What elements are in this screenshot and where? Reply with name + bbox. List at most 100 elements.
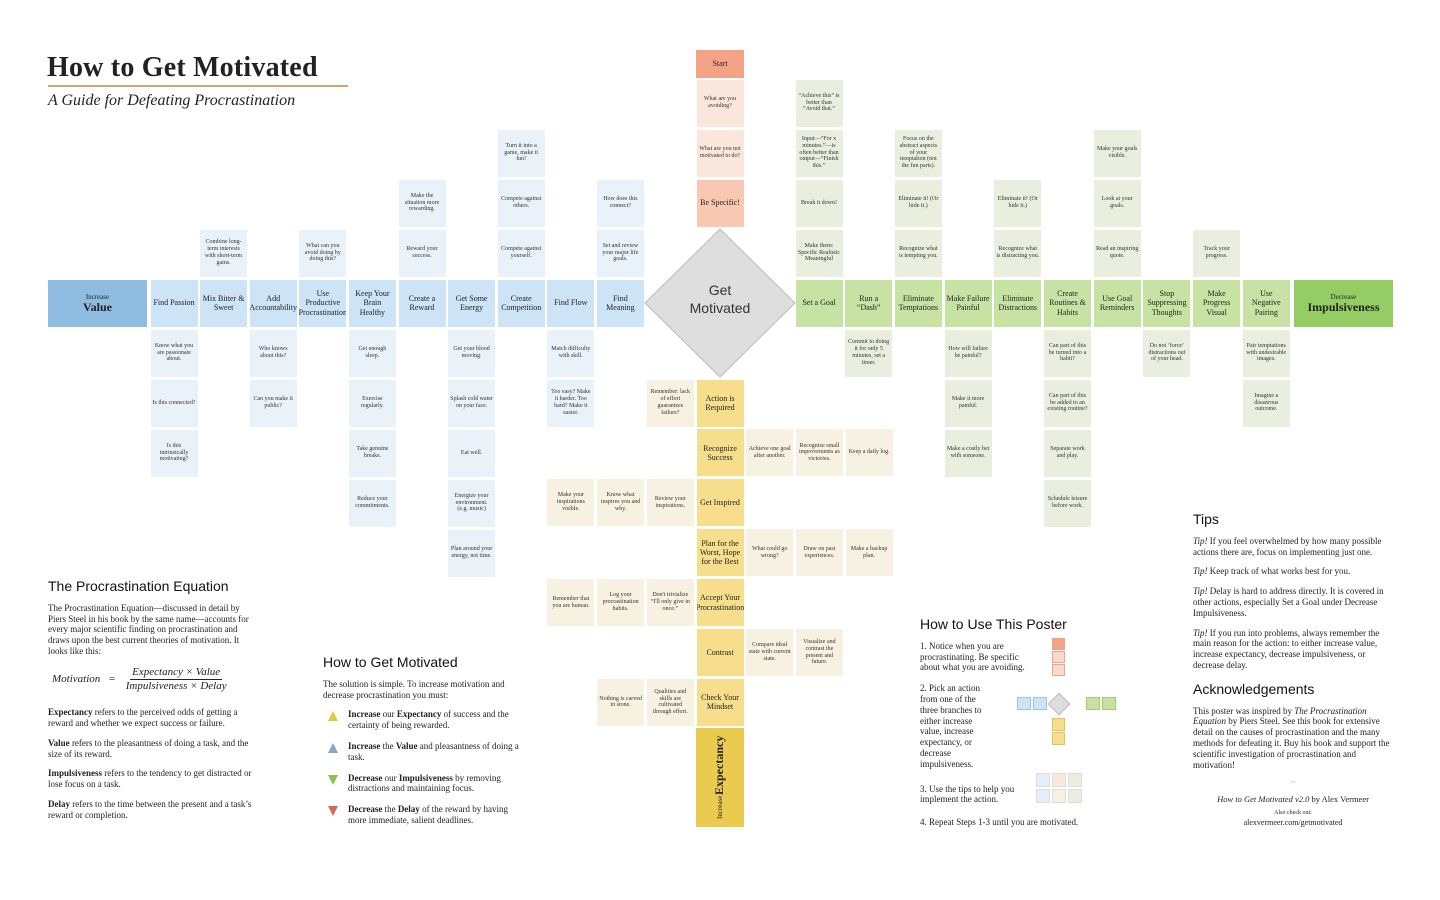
tip-tile: Get enough sleep.	[348, 329, 396, 377]
tip-tile: Turn it into a game, make it fun!	[497, 129, 545, 177]
action-tile: Accept Your Procrastination	[696, 579, 744, 627]
action-tile: Create Routines & Habits	[1044, 279, 1091, 327]
usage-icon	[1036, 789, 1050, 803]
solution-item: Decrease the Delay of the reward by havi…	[323, 804, 523, 826]
action-tile: Mix Bitter & Sweet	[200, 279, 248, 327]
tips-panel: Tips Tip! If you feel overwhelmed by how…	[1193, 511, 1393, 827]
value-branch-tile: Increase Value	[48, 280, 147, 327]
action-tile: Use Negative Pairing	[1242, 279, 1290, 327]
usage-icon	[1052, 732, 1065, 745]
tip-label: Tip!	[1193, 627, 1208, 638]
credit-by: by Alex Vermeer	[1311, 794, 1369, 805]
tip-tile: Commit to doing it for only 5 minutes, s…	[845, 329, 893, 377]
center-label: Get Motivated	[690, 282, 751, 316]
usage-icon	[1102, 697, 1116, 710]
solution-rest: and pleasantness of doing a task.	[348, 740, 519, 762]
tip-tile: Imagine a disastrous outcome.	[1242, 379, 1290, 427]
tip-tile: Can you make it public?	[249, 379, 297, 427]
usage-icon	[1017, 697, 1031, 710]
ack-text: This poster was inspired by The Procrast…	[1193, 706, 1393, 771]
usage-icon	[1052, 664, 1065, 676]
center-word: Get	[709, 282, 732, 298]
solution-title: How to Get Motivated	[323, 654, 458, 670]
solution-term: Expectancy	[396, 709, 442, 720]
tip-label: Tip!	[1193, 566, 1208, 577]
url: alexvermeer.com/getmotivated	[1243, 817, 1343, 827]
action-tile: Find Flow	[547, 279, 595, 327]
definition-term: Delay	[48, 798, 70, 809]
tip-tile: Make your goals visible.	[1093, 129, 1141, 177]
tip-tile: Reward your success.	[398, 229, 446, 277]
tip-tile: Is this intrinsically motivating?	[150, 429, 198, 477]
tip-tile: Schedule leisure before work.	[1044, 479, 1091, 527]
tip-tile: Make it more painful.	[944, 379, 992, 427]
tip-tile: Plan around your energy, not time.	[448, 529, 496, 577]
tip-tile: Break it down!	[795, 179, 843, 227]
ack-before: This poster was inspired by	[1193, 705, 1292, 716]
tip-tile: Recognize what is distracting you.	[994, 229, 1042, 277]
branch-label: Value	[83, 299, 112, 314]
tip-tile: Who knows about this?	[249, 329, 297, 377]
tip-tile: Focus on the abstract aspects of your te…	[894, 129, 942, 177]
center-word: Motivated	[690, 300, 751, 316]
usage-steps: 1. Notice when you are procrastinating. …	[920, 641, 1120, 828]
solution-rest: of success and the certainty of being re…	[348, 709, 509, 731]
tip-tile: Recognize what is tempting you.	[894, 229, 942, 277]
usage-title: How to Use This Poster	[920, 616, 1067, 632]
start-step: Be Specific!	[696, 179, 744, 227]
tip-tile: Make them: Specific Realistic Meaningful	[795, 229, 843, 277]
title-rule	[48, 85, 348, 87]
solution-item: Increase the Value and pleasantness of d…	[323, 741, 523, 763]
action-tile: Use Productive Procrastination	[299, 279, 347, 327]
tip-tile: Know what inspires you and why.	[597, 479, 645, 527]
definition: Impulsiveness refers to the tendency to …	[48, 768, 253, 790]
tip-tile: Make a costly bet with someone.	[944, 429, 992, 477]
tip-tile: Input—“For x minutes.”—is often better t…	[795, 129, 843, 177]
solution-text: Increase our Expectancy of success and t…	[348, 709, 523, 731]
action-tile: Find Meaning	[596, 279, 644, 327]
action-tile: Create a Reward	[398, 279, 446, 327]
action-tile: Set a Goal	[795, 279, 843, 327]
tip-tile: Can part of this be turned into a habit?	[1044, 329, 1091, 377]
tips-title: Tips	[1193, 511, 1219, 527]
start-question: What are you avoiding?	[696, 79, 744, 127]
start-question: What are you not motivated to do?	[696, 129, 744, 177]
solution-text: Decrease our Impulsiveness by removing d…	[348, 773, 523, 795]
tip-tile: Log your procrastination habits.	[597, 579, 645, 627]
tip-tile: Look at your goals.	[1093, 179, 1141, 227]
tip: Tip! Delay is hard to address directly. …	[1193, 586, 1393, 618]
equation: Motivation = Expectancy × Value Impulsiv…	[52, 666, 253, 693]
expectancy-branch-tile: Increase Expectancy	[696, 728, 744, 827]
tip-tile: Compete against yourself.	[497, 229, 545, 277]
definition: Value refers to the pleasantness of doin…	[48, 738, 253, 760]
tip-tile: Take genuine breaks.	[348, 429, 396, 477]
tip-tile: Don't trivialize “I'll only give in once…	[646, 579, 694, 627]
ack-title: Acknowledgements	[1193, 680, 1315, 697]
usage-icon	[1052, 718, 1065, 731]
solution-term: Value	[395, 740, 418, 751]
tip-tile: Reduce your commitments.	[348, 479, 396, 527]
tip-tile: Read an inspiring quote.	[1093, 229, 1141, 277]
tip-tile: What can you avoid doing by doing this?	[299, 229, 347, 277]
tip-tile: Set and review your major life goals.	[596, 229, 644, 277]
solution-text: Increase the Value and pleasantness of d…	[348, 741, 523, 763]
tip-tile: Separate work and play.	[1044, 429, 1091, 477]
tip-tile: Make your inspirations visible.	[547, 479, 595, 527]
action-tile: Keep Your Brain Healthy	[348, 279, 396, 327]
action-tile: Run a “Dash”	[845, 279, 893, 327]
tip-tile: Is this connected?	[150, 379, 198, 427]
equation-eq: =	[108, 672, 116, 685]
action-tile: Action is Required	[696, 379, 744, 427]
triangle-icon	[328, 742, 338, 753]
solution-rest: by removing distractions and maintaining…	[348, 772, 501, 794]
tip-tile: What could go wrong?	[746, 529, 794, 577]
tip-tile: Energize your environment. (e.g. music)	[448, 479, 496, 527]
usage-icon	[1068, 789, 1082, 803]
tips-items: Tip! If you feel overwhelmed by how many…	[1193, 536, 1393, 671]
denominator: Impulsiveness × Delay	[125, 679, 227, 692]
tip-tile: Draw on past experiences.	[795, 529, 843, 577]
tip-tile: Eat well.	[448, 429, 496, 477]
action-tile: Get Inspired	[696, 479, 744, 527]
